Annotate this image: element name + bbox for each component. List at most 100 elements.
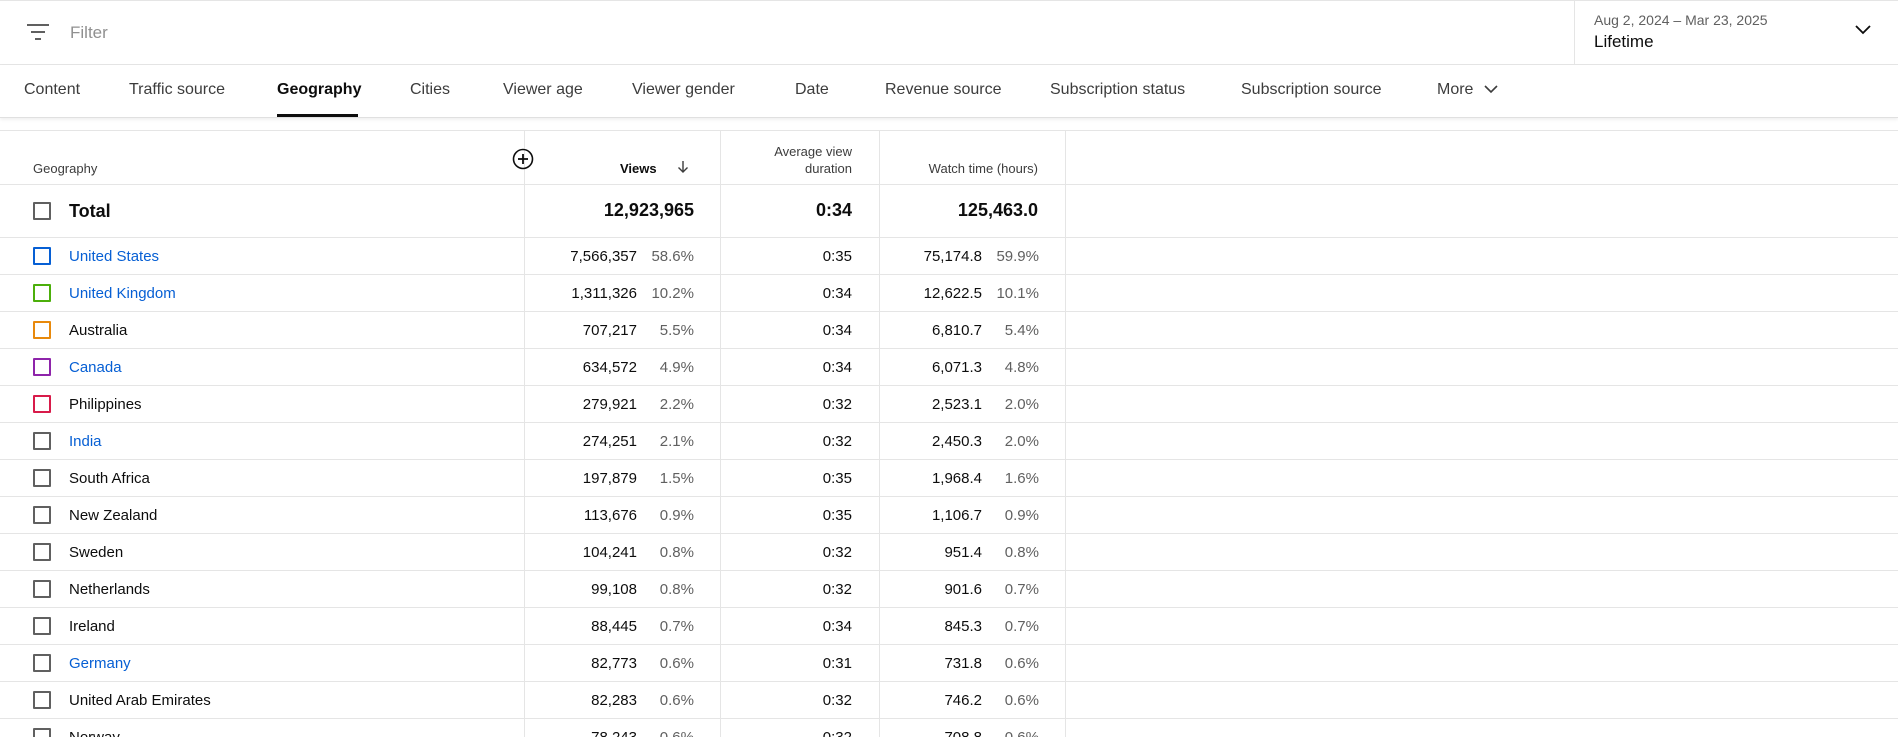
table-row: Canada 634,572 4.9% 0:34 6,071.3 4.8% (0, 349, 1898, 386)
watch-time-value: 746.2 (944, 692, 982, 709)
tab-viewer-age[interactable]: Viewer age (503, 81, 583, 98)
watch-time-value: 901.6 (944, 581, 982, 598)
country-name[interactable]: United Kingdom (69, 285, 176, 302)
tab-cities[interactable]: Cities (410, 81, 451, 98)
tab-subscription-status[interactable]: Subscription status (1050, 81, 1186, 98)
chevron-down-icon (1484, 85, 1498, 94)
row-checkbox[interactable] (33, 691, 51, 709)
country-name: Norway (69, 729, 120, 737)
views-value: 104,241 (582, 544, 637, 561)
select-all-checkbox[interactable] (33, 202, 51, 220)
column-divider (1065, 130, 1066, 737)
table-header: Geography Views Average view duration Wa… (0, 130, 1898, 185)
tab-subscription-source[interactable]: Subscription source (1241, 81, 1382, 98)
table-row: Sweden 104,241 0.8% 0:32 951.4 0.8% (0, 534, 1898, 571)
watch-time-percent: 0.6% (985, 729, 1039, 737)
watch-time-value: 6,810.7 (931, 322, 982, 339)
views-value: 279,921 (582, 396, 637, 413)
views-value: 7,566,357 (570, 248, 637, 265)
sort-descending-icon[interactable] (676, 160, 690, 174)
row-checkbox[interactable] (33, 728, 51, 737)
row-checkbox[interactable] (33, 654, 51, 672)
filter-input[interactable]: Filter (70, 23, 108, 42)
average-view-duration-value: 0:35 (822, 248, 852, 265)
views-percent: 0.6% (659, 655, 694, 672)
table-row: Ireland 88,445 0.7% 0:34 845.3 0.7% (0, 608, 1898, 645)
views-value: 634,572 (582, 359, 637, 376)
tab-content[interactable]: Content (24, 81, 81, 98)
row-checkbox[interactable] (33, 284, 51, 302)
watch-time-percent: 5.4% (1004, 322, 1039, 339)
views-value: 274,251 (582, 433, 637, 450)
average-view-duration-value: 0:32 (822, 544, 852, 561)
column-header-average-view-duration[interactable]: Average view duration (730, 143, 852, 177)
table-row: New Zealand 113,676 0.9% 0:35 1,106.7 0.9% (0, 497, 1898, 534)
country-name: United Arab Emirates (69, 692, 211, 709)
tab-more-label: More (1437, 81, 1474, 98)
watch-time-percent: 0.6% (1004, 655, 1039, 672)
column-divider (720, 130, 721, 737)
views-percent: 5.5% (659, 322, 694, 339)
tab-traffic-source[interactable]: Traffic source (129, 81, 226, 98)
chevron-down-icon[interactable] (1855, 25, 1871, 35)
total-row: Total 12,923,965 0:34 125,463.0 (0, 185, 1898, 238)
row-checkbox[interactable] (33, 358, 51, 376)
tab-geography[interactable]: Geography (277, 81, 362, 98)
column-header-geography[interactable]: Geography (33, 161, 98, 176)
views-value: 99,108 (591, 581, 637, 598)
watch-time-value: 6,071.3 (931, 359, 982, 376)
watch-time-percent: 0.6% (1004, 692, 1039, 709)
filter-bar: Filter Aug 2, 2024 – Mar 23, 2025 Lifeti… (0, 0, 1898, 65)
row-checkbox[interactable] (33, 469, 51, 487)
total-label: Total (69, 201, 111, 221)
table-row: Australia 707,217 5.5% 0:34 6,810.7 5.4% (0, 312, 1898, 349)
date-range-text: Aug 2, 2024 – Mar 23, 2025 (1594, 12, 1768, 28)
views-percent: 1.5% (659, 470, 694, 487)
table-row: Philippines 279,921 2.2% 0:32 2,523.1 2.0% (0, 386, 1898, 423)
table-row: South Africa 197,879 1.5% 0:35 1,968.4 1.6% (0, 460, 1898, 497)
row-checkbox[interactable] (33, 543, 51, 561)
country-name[interactable]: Canada (69, 359, 122, 376)
country-name: New Zealand (69, 507, 158, 524)
tab-viewer-gender[interactable]: Viewer gender (632, 81, 735, 98)
views-percent: 0.8% (659, 581, 694, 598)
row-checkbox[interactable] (33, 321, 51, 339)
views-value: 78,243 (540, 729, 637, 737)
column-header-watch-time[interactable]: Watch time (hours) (928, 161, 1038, 176)
column-header-views[interactable]: Views (620, 161, 657, 176)
row-checkbox[interactable] (33, 247, 51, 265)
views-percent: 2.2% (659, 396, 694, 413)
watch-time-value: 845.3 (944, 618, 982, 635)
views-percent: 4.9% (659, 359, 694, 376)
views-value: 82,283 (591, 692, 637, 709)
date-range-selector[interactable]: Aug 2, 2024 – Mar 23, 2025 Lifetime (1574, 1, 1898, 65)
country-name: Netherlands (69, 581, 150, 598)
watch-time-value: 708.8 (880, 729, 982, 737)
row-checkbox[interactable] (33, 580, 51, 598)
total-views: 12,923,965 (603, 200, 694, 220)
add-column-icon[interactable] (512, 148, 534, 170)
row-checkbox[interactable] (33, 432, 51, 450)
average-view-duration-value: 0:34 (822, 618, 852, 635)
country-name[interactable]: India (69, 433, 102, 450)
country-name[interactable]: Germany (69, 655, 131, 672)
row-checkbox[interactable] (33, 617, 51, 635)
country-name[interactable]: United States (69, 248, 160, 265)
tab-date[interactable]: Date (795, 81, 829, 98)
watch-time-percent: 0.7% (1004, 581, 1039, 598)
country-name: Sweden (69, 544, 124, 561)
row-checkbox[interactable] (33, 506, 51, 524)
tab-revenue-source[interactable]: Revenue source (885, 81, 1002, 98)
views-percent: 0.9% (659, 507, 694, 524)
average-view-duration-value: 0:31 (822, 655, 852, 672)
watch-time-value: 2,523.1 (931, 396, 982, 413)
watch-time-value: 1,968.4 (931, 470, 982, 487)
row-checkbox[interactable] (33, 395, 51, 413)
average-view-duration-value: 0:32 (822, 581, 852, 598)
views-percent: 0.7% (659, 618, 694, 635)
country-name: South Africa (69, 470, 150, 487)
tab-more[interactable]: More (1437, 81, 1498, 99)
views-value: 82,773 (591, 655, 637, 672)
watch-time-value: 2,450.3 (931, 433, 982, 450)
filter-icon[interactable] (27, 23, 49, 41)
